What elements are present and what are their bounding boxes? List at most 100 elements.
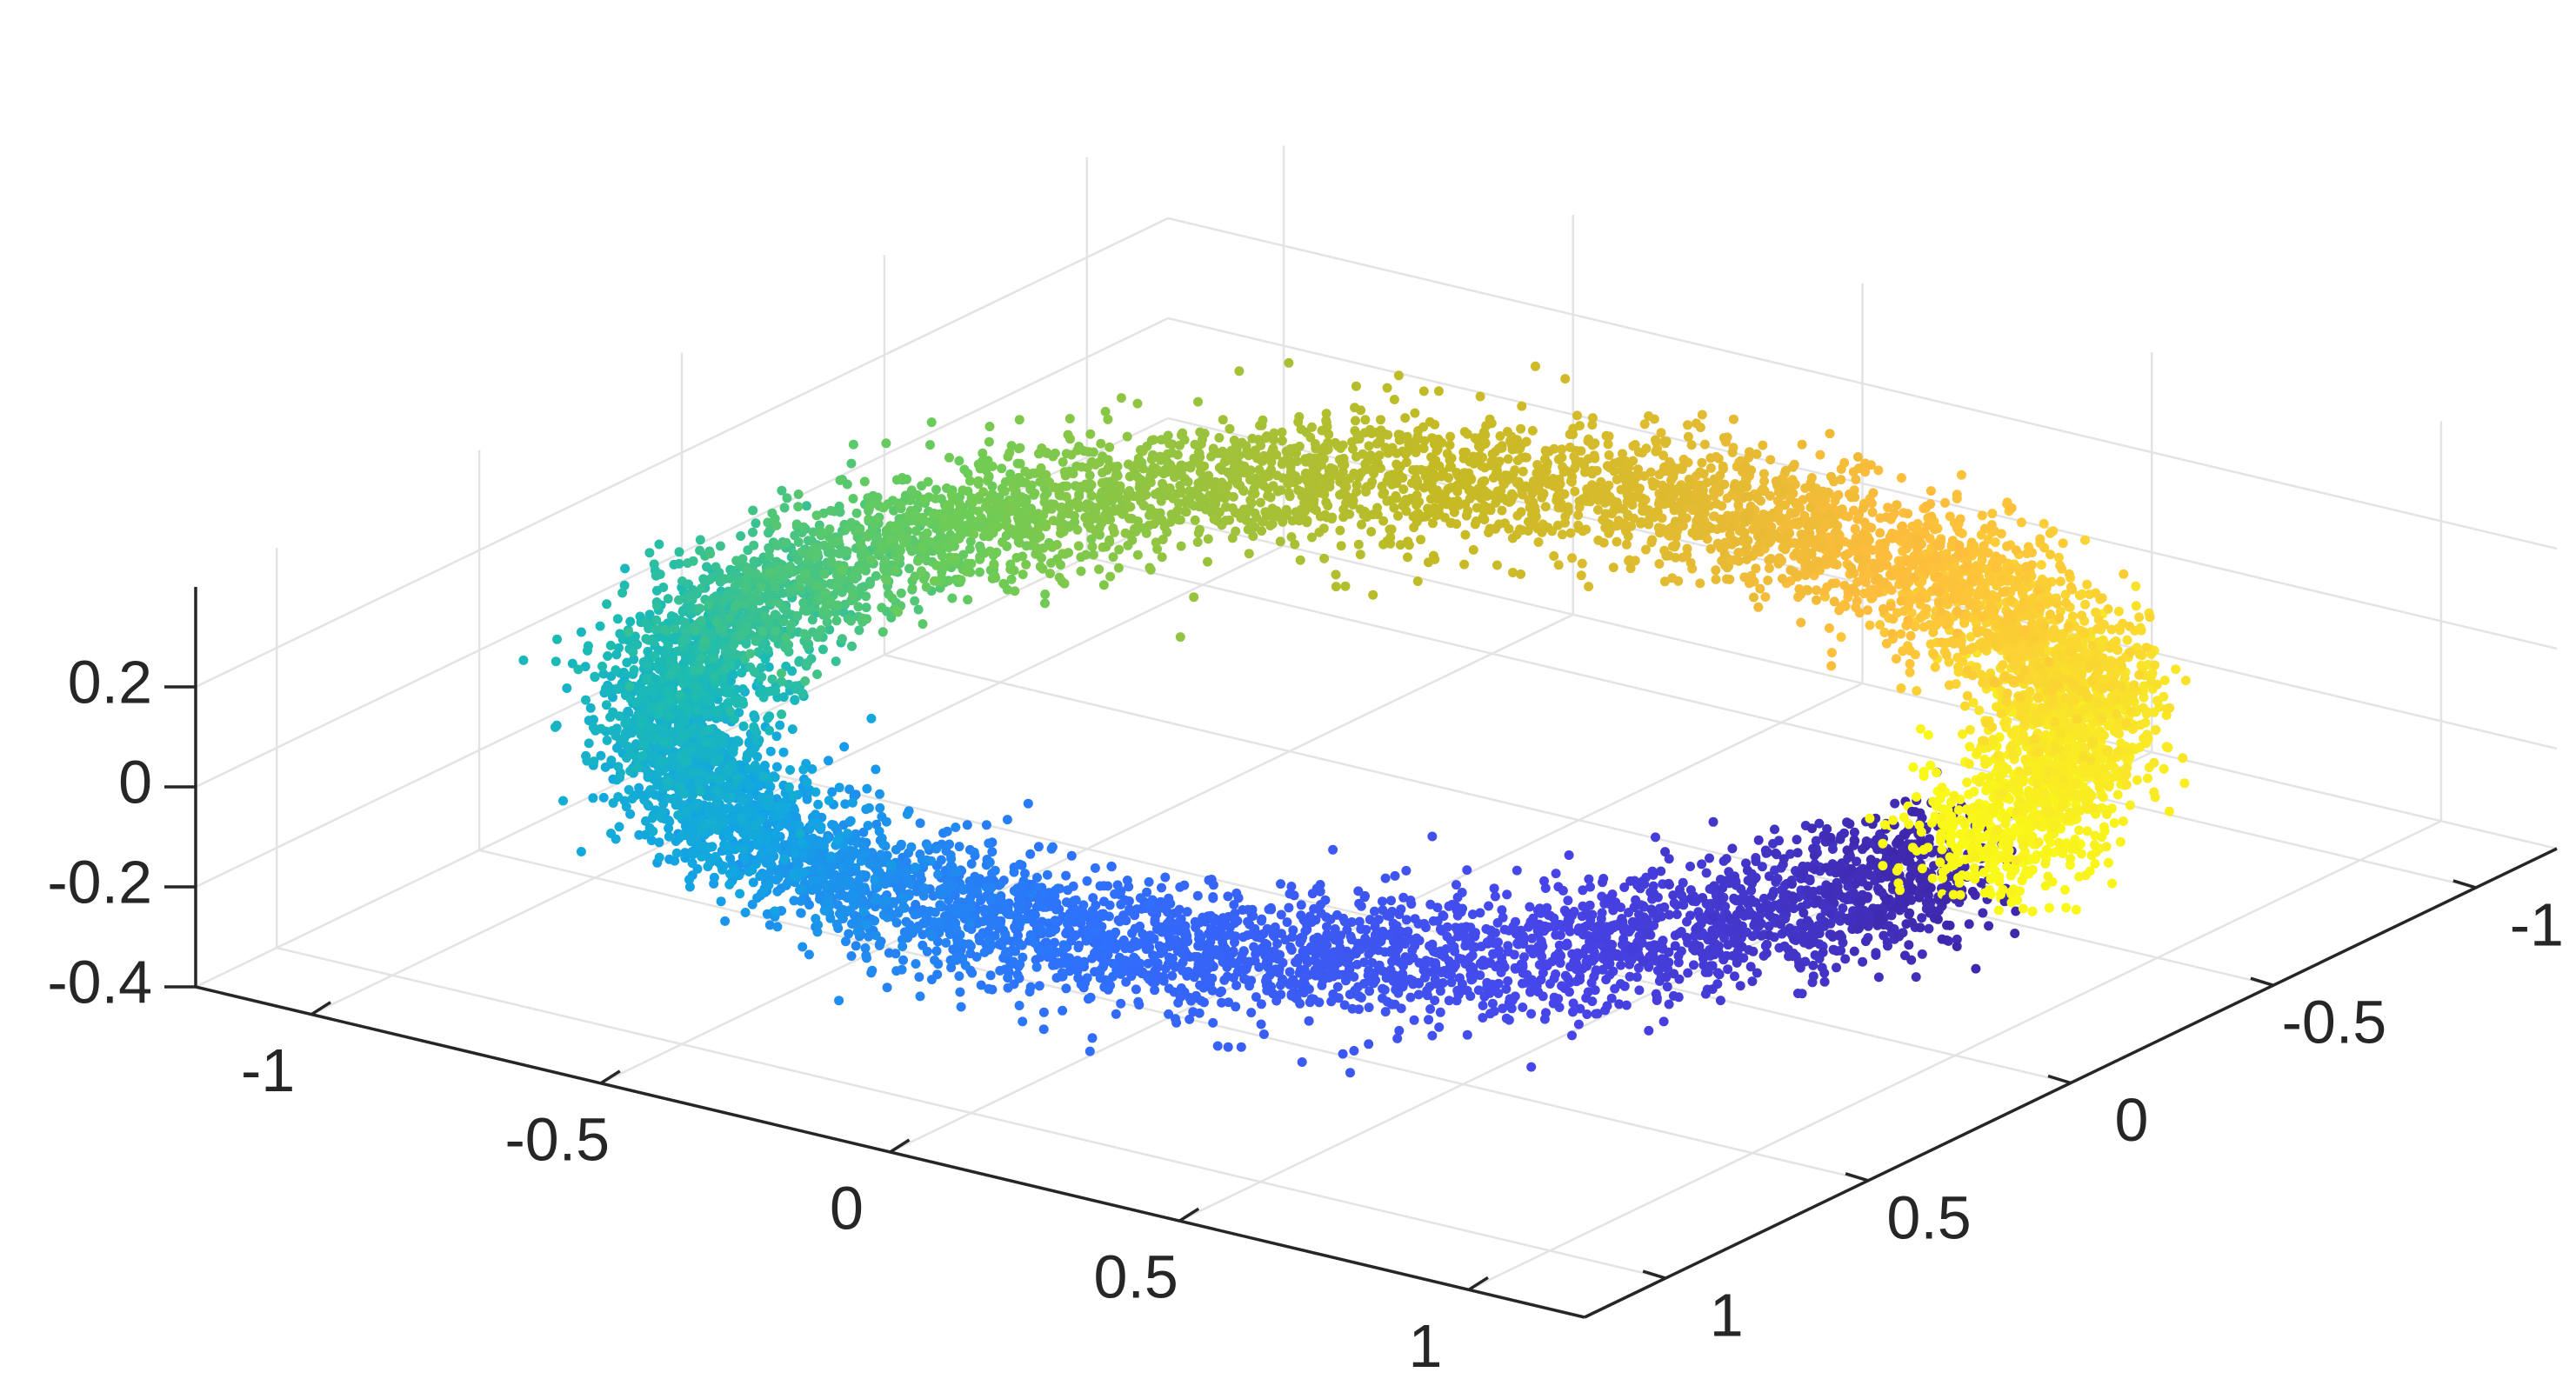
scatter-point	[784, 562, 795, 572]
scatter-point	[738, 721, 749, 731]
scatter-point	[954, 971, 964, 982]
scatter-point	[1223, 1042, 1233, 1052]
scatter-point	[847, 797, 858, 808]
scatter-point	[835, 507, 845, 517]
scatter-point	[658, 724, 669, 734]
scatter-point	[588, 723, 598, 733]
scatter-point	[803, 657, 813, 668]
scatter-point	[777, 668, 786, 678]
scatter-point	[1193, 528, 1204, 538]
scatter-point	[629, 654, 639, 664]
scatter-point	[1018, 876, 1029, 886]
scatter-point	[1349, 1046, 1359, 1056]
scatter-point	[793, 502, 804, 512]
scatter-point	[777, 906, 787, 916]
scatter-point	[702, 709, 712, 719]
scatter-point	[748, 527, 757, 537]
scatter-point	[666, 611, 677, 621]
scatter-point	[1064, 509, 1074, 519]
scatter-point	[975, 514, 985, 524]
scatter-point	[1435, 1007, 1445, 1017]
scatter-point	[989, 560, 999, 570]
scatter-point	[1051, 540, 1062, 550]
scatter-point	[711, 786, 722, 796]
scatter-point	[878, 503, 889, 513]
scatter-point	[764, 794, 774, 803]
scatter-point	[641, 634, 651, 644]
scatter-point	[951, 924, 962, 935]
scatter-point	[1135, 893, 1145, 903]
scatter-point	[1194, 929, 1205, 939]
scatter-point	[1183, 967, 1193, 976]
scatter-point	[588, 793, 598, 803]
scatter-point	[886, 860, 897, 870]
scatter-point	[782, 493, 792, 503]
scatter-point	[848, 591, 858, 602]
scatter-point	[1165, 438, 1175, 449]
scatter-point	[906, 842, 917, 852]
scatter-point	[811, 787, 821, 797]
scatter-point	[1304, 1016, 1314, 1026]
scatter-point	[877, 603, 887, 613]
scatter-point	[1072, 445, 1083, 456]
scatter-point	[775, 720, 785, 730]
scatter-point	[1231, 888, 1242, 898]
scatter-point	[1297, 1057, 1307, 1067]
scatter-point	[825, 505, 836, 516]
scatter-point	[1246, 1008, 1257, 1018]
scatter-point	[1300, 980, 1311, 990]
scatter-point	[1427, 1030, 1438, 1041]
scatter-point	[1179, 880, 1190, 890]
scatter-point	[973, 476, 984, 486]
scatter-point	[944, 452, 954, 463]
scatter-point	[1046, 843, 1057, 854]
scatter-point	[1133, 996, 1144, 1007]
scatter-point	[1284, 903, 1294, 913]
scatter-point	[895, 545, 905, 556]
scatter-point	[627, 794, 637, 804]
scatter-point	[1478, 1001, 1488, 1010]
scatter-point	[1424, 1015, 1434, 1025]
scatter-point	[748, 877, 758, 888]
scatter-point	[941, 937, 951, 948]
scatter-point	[1397, 982, 1407, 992]
scatter-point	[954, 842, 964, 852]
scatter-point	[867, 965, 878, 976]
scatter-point	[948, 880, 958, 890]
scatter-point	[1201, 940, 1211, 950]
scatter-point	[684, 882, 695, 892]
scatter-point	[764, 920, 775, 930]
scatter-point	[843, 829, 853, 839]
scatter-point	[684, 875, 694, 885]
scatter-point	[1082, 876, 1092, 886]
scatter-point	[1109, 527, 1119, 537]
scatter-point	[987, 461, 998, 471]
scatter-point	[779, 854, 790, 864]
scatter-point	[875, 789, 884, 799]
scatter-point	[1223, 891, 1233, 902]
scatter-point	[955, 987, 965, 997]
scatter-point	[1183, 936, 1193, 947]
scatter-point	[682, 809, 692, 819]
scatter-point	[685, 745, 696, 755]
scatter-point	[812, 670, 823, 679]
scatter-point	[1014, 1001, 1024, 1010]
scatter-point	[756, 582, 766, 592]
scatter-point	[691, 683, 702, 693]
scatter-point	[858, 837, 867, 847]
scatter-point	[1018, 551, 1028, 562]
scatter-point	[1116, 998, 1126, 1009]
scatter-point	[695, 603, 705, 614]
scatter-point	[860, 849, 871, 859]
scatter-point	[919, 494, 930, 504]
scatter-point	[1086, 480, 1097, 490]
scatter-point	[742, 565, 752, 576]
scatter-point	[1084, 447, 1094, 457]
scatter-point	[794, 821, 804, 831]
scatter-point	[663, 594, 673, 604]
scatter-point	[822, 834, 832, 844]
scatter-point	[859, 476, 870, 487]
scatter-point	[763, 645, 773, 656]
scatter-point	[817, 530, 827, 540]
